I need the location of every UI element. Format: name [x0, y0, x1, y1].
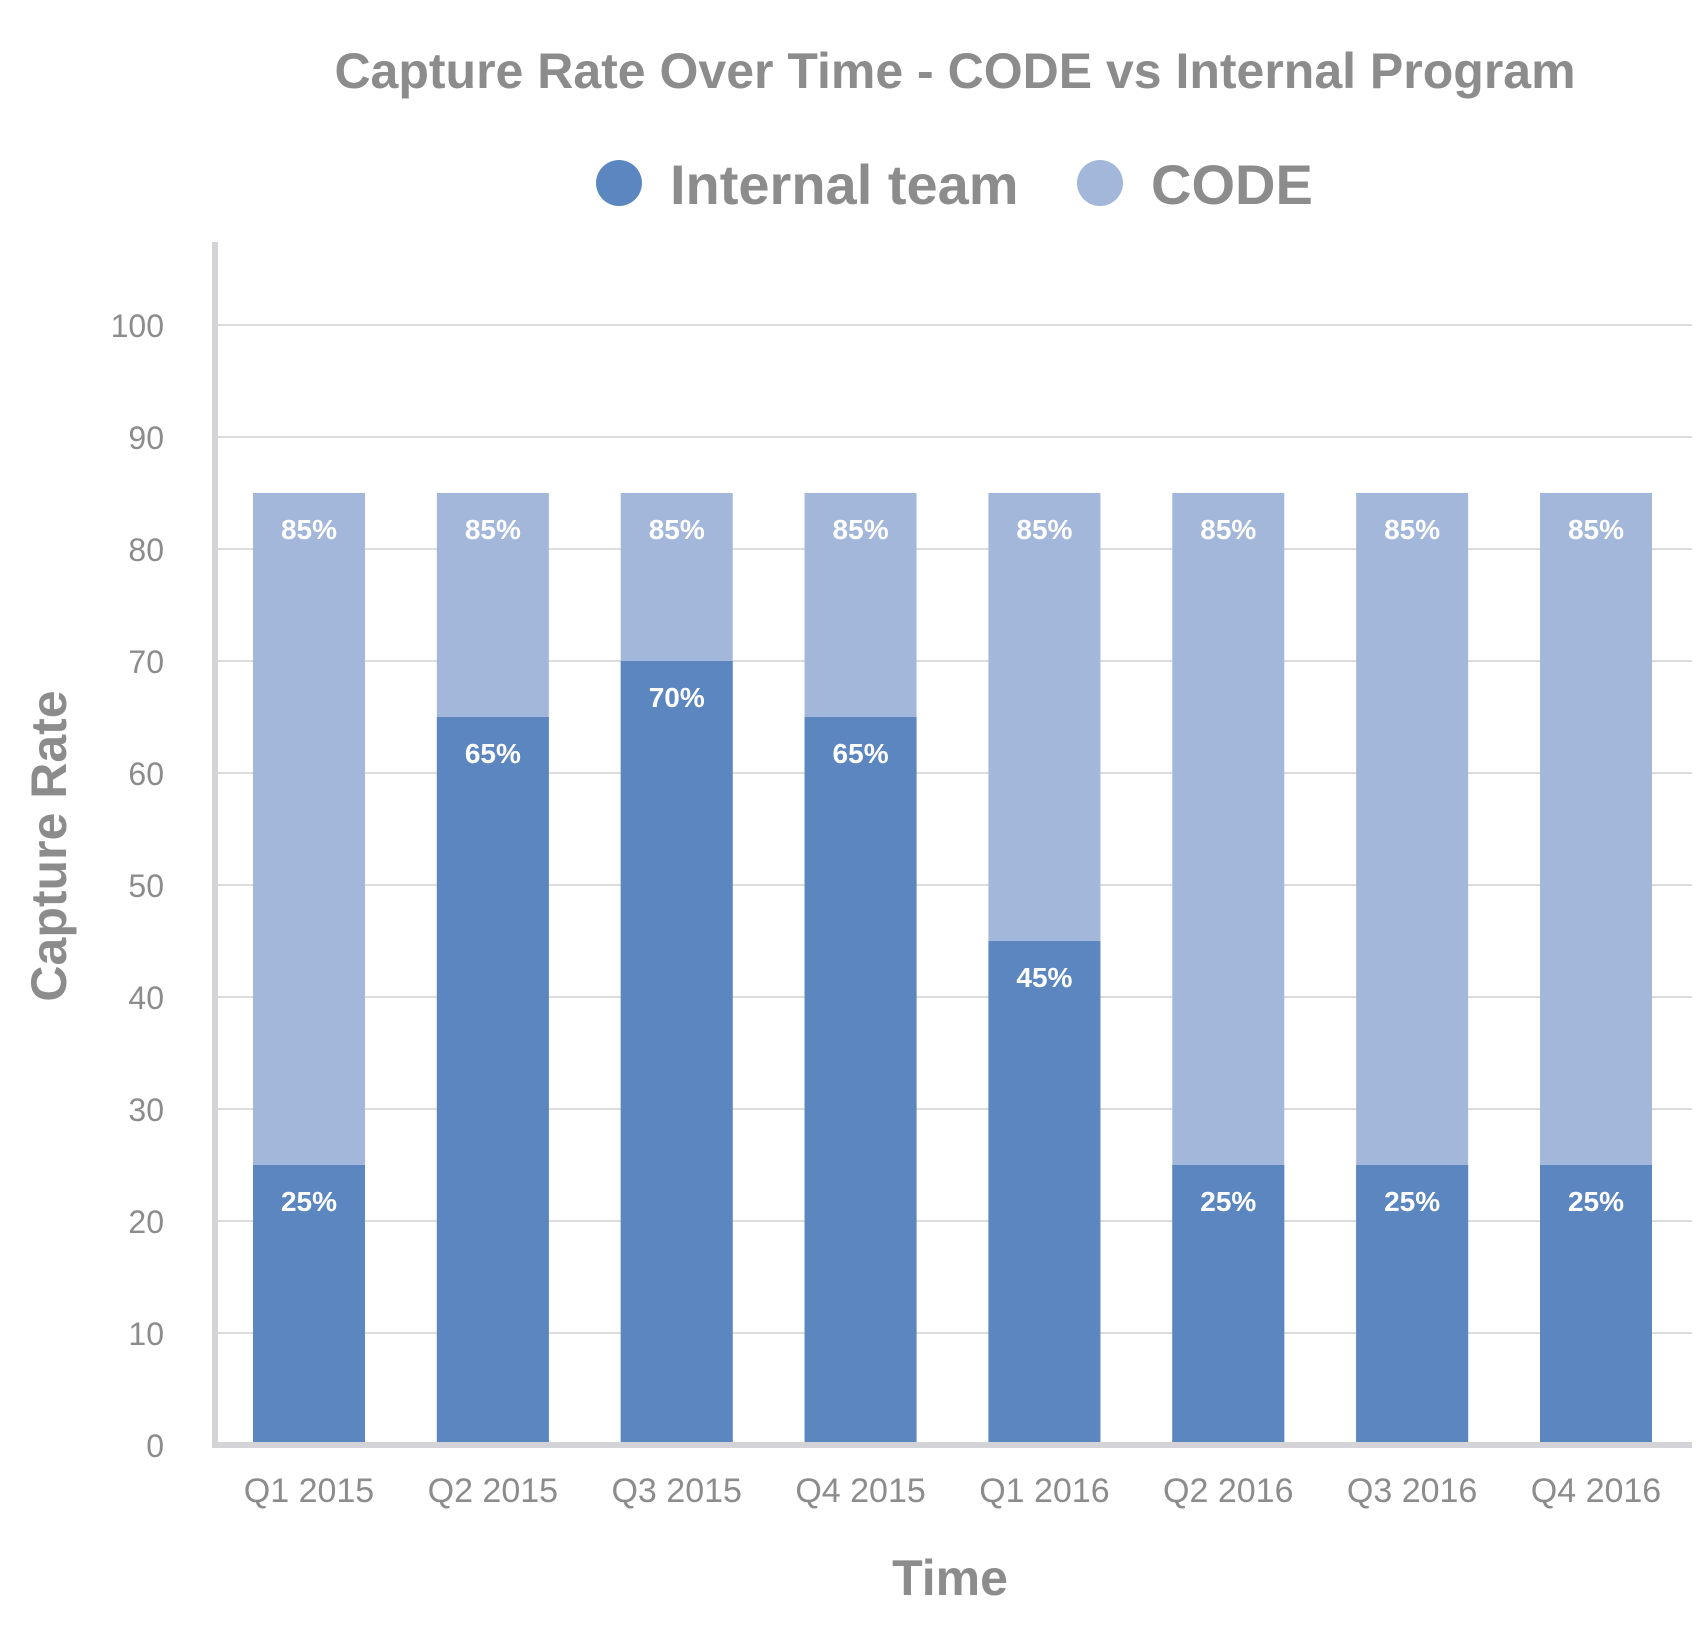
y-axis-title: Capture Rate [21, 690, 77, 1001]
x-tick-label-q3-2015: Q3 2015 [611, 1472, 741, 1510]
x-axis-title: Time [892, 1550, 1008, 1606]
x-tick-label-q4-2016: Q4 2016 [1531, 1472, 1661, 1510]
data-label-code-q1-2015: 85% [281, 514, 337, 545]
data-label-code-q2-2016: 85% [1200, 514, 1256, 545]
bar-internal-team-q4-2016 [1540, 1165, 1652, 1445]
legend-swatch-internal-team [596, 160, 642, 206]
y-tick-label-20: 20 [128, 1204, 164, 1240]
y-axis-ticks: 0 10 20 30 40 50 60 70 80 90 100 [111, 308, 164, 1464]
data-label-code-q4-2016: 85% [1568, 514, 1624, 545]
data-label-internal-team-q4-2016: 25% [1568, 1186, 1624, 1217]
x-tick-label-q4-2015: Q4 2015 [795, 1472, 925, 1510]
data-label-internal-team-q3-2016: 25% [1384, 1186, 1440, 1217]
data-label-code-q3-2015: 85% [649, 514, 705, 545]
data-label-code-q4-2015: 85% [833, 514, 889, 545]
y-tick-label-60: 60 [128, 756, 164, 792]
y-tick-label-0: 0 [146, 1428, 164, 1464]
bars [253, 493, 1652, 1445]
data-labels: 85% 25% 85% 65% 85% 70% 85% 65% 85% 45% 85% 25% 85% 2… [281, 514, 1624, 1217]
data-label-code-q3-2016: 85% [1384, 514, 1440, 545]
data-label-internal-team-q2-2015: 65% [465, 738, 521, 769]
x-tick-label-q2-2015: Q2 2015 [428, 1472, 558, 1510]
x-tick-label-q3-2016: Q3 2016 [1347, 1472, 1477, 1510]
bar-internal-team-q2-2016 [1172, 1165, 1285, 1445]
data-label-internal-team-q2-2016: 25% [1200, 1186, 1256, 1217]
y-tick-label-80: 80 [128, 532, 164, 568]
bar-internal-team-q1-2015 [253, 1165, 365, 1445]
x-tick-label-q2-2016: Q2 2016 [1163, 1472, 1293, 1510]
bar-internal-team-q3-2015 [620, 661, 733, 1445]
data-label-code-q2-2015: 85% [465, 514, 521, 545]
chart-title: Capture Rate Over Time - CODE vs Interna… [334, 43, 1575, 99]
bar-internal-team-q4-2015 [804, 717, 917, 1445]
y-tick-label-40: 40 [128, 980, 164, 1016]
y-tick-label-70: 70 [128, 644, 164, 680]
bar-internal-team-q1-2016 [988, 941, 1101, 1445]
y-tick-label-50: 50 [128, 868, 164, 904]
bar-internal-team-q3-2016 [1356, 1165, 1469, 1445]
data-label-internal-team-q1-2015: 25% [281, 1186, 337, 1217]
y-tick-label-30: 30 [128, 1092, 164, 1128]
x-tick-label-q1-2015: Q1 2015 [244, 1472, 374, 1510]
y-tick-label-100: 100 [111, 308, 164, 344]
y-tick-label-10: 10 [128, 1316, 164, 1352]
data-label-code-q1-2016: 85% [1016, 514, 1072, 545]
legend-swatch-code [1077, 160, 1123, 206]
x-tick-label-q1-2016: Q1 2016 [979, 1472, 1109, 1510]
legend-label-internal-team: Internal team [670, 153, 1019, 216]
data-label-internal-team-q4-2015: 65% [833, 738, 889, 769]
y-tick-label-90: 90 [128, 420, 164, 456]
data-label-internal-team-q1-2016: 45% [1016, 962, 1072, 993]
data-label-internal-team-q3-2015: 70% [649, 682, 705, 713]
bar-internal-team-q2-2015 [436, 717, 549, 1445]
x-axis-ticks: Q1 2015 Q2 2015 Q3 2015 Q4 2015 Q1 2016 Q2 20… [244, 1472, 1661, 1510]
legend-label-code: CODE [1151, 153, 1313, 216]
legend: Internal team CODE [596, 153, 1313, 216]
